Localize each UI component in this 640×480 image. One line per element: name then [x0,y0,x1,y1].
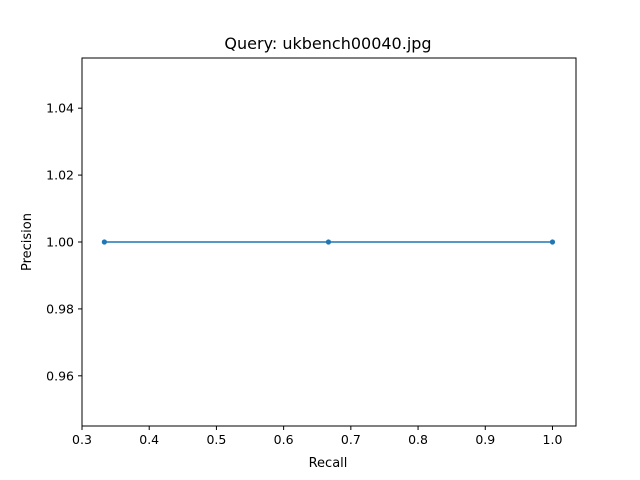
chart-title: Query: ukbench00040.jpg [224,34,431,53]
series-layer [101,239,556,245]
x-axis-label: Recall [309,456,348,471]
x-tick-label: 0.8 [408,432,428,447]
x-axis-ticks: 0.3 0.4 0.5 0.6 0.7 0.8 0.9 1.0 [72,426,562,447]
y-tick-label: 1.00 [46,235,74,250]
x-tick-label: 0.6 [274,432,294,447]
x-tick-label: 0.3 [72,432,92,447]
y-axis-label: Precision [20,213,35,271]
y-tick-label: 0.98 [46,301,74,316]
data-point [101,239,107,245]
x-tick-label: 0.4 [139,432,159,447]
x-tick-label: 1.0 [543,432,563,447]
data-point [549,239,556,245]
x-tick-label: 0.7 [341,432,361,447]
y-tick-label: 1.02 [46,168,74,183]
x-tick-label: 0.9 [475,432,495,447]
y-tick-label: 1.04 [46,101,74,116]
y-axis-ticks: 0.96 0.98 1.00 1.02 1.04 [46,101,82,383]
data-point [325,239,332,245]
x-tick-label: 0.5 [206,432,226,447]
y-tick-label: 0.96 [46,368,74,383]
